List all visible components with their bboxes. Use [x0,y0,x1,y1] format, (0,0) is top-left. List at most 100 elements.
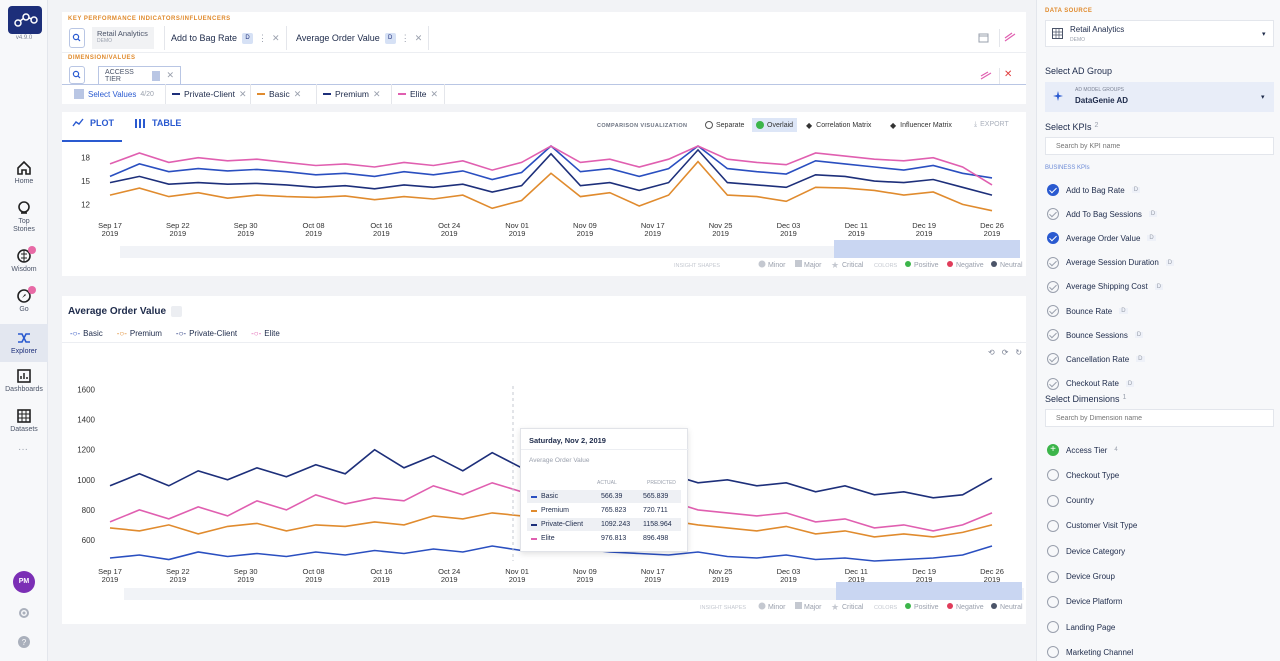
kpi-search-input[interactable] [1045,137,1274,155]
nav-top-stories[interactable]: Top Stories [0,200,48,240]
tab-plot[interactable]: PLOT [72,118,114,128]
kpi-option[interactable]: Bounce Rate D [1047,305,1128,317]
zoom-reset-icon[interactable]: ⟲ [988,348,995,357]
export-button[interactable]: ⤓ EXPORT [974,121,1009,129]
kpi-option[interactable]: Add To Bag Sessions D [1047,208,1158,221]
ad-group-select[interactable]: AD MODEL GROUPS DataGenie AD ▾ [1045,82,1274,112]
series-line-premium[interactable] [109,148,993,196]
clear-values-icon[interactable] [980,71,992,80]
kpi-option[interactable]: Cancellation Rate D [1047,353,1145,366]
dimension-search-input[interactable] [1045,409,1274,427]
overlaid-button[interactable]: Overlaid [752,118,798,132]
close-icon[interactable]: ✕ [373,88,381,99]
dimension-search-button[interactable] [69,66,85,84]
kpi-chip-add-to-bag[interactable]: Add to Bag Rate D ⋮ ✕ [164,26,287,50]
x-tick-year: 2019 [644,575,661,584]
value-chip-basic[interactable]: Basic ✕ [250,84,307,104]
nav-datasets[interactable]: Datasets [0,408,48,448]
kpi-option[interactable]: Average Shipping Cost D [1047,280,1164,293]
value-chip-elite[interactable]: Elite ✕ [391,84,446,104]
select-values-label: Select Values [88,89,137,99]
x-tick-label: Dec 11 [845,567,868,576]
dimension-option[interactable]: Marketing Channel [1047,646,1133,659]
drag-handle-icon[interactable]: ⋮ [258,32,268,43]
anomaly-legend-label: COLORS [874,605,898,611]
correlation-matrix-button[interactable]: ◆ Correlation Matrix [806,121,871,130]
close-icon[interactable]: ✕ [272,32,280,43]
kpi-option-label: Checkout Rate [1066,379,1119,389]
range-navigator[interactable] [124,588,1024,600]
legend-item-basic[interactable]: -○- Basic [70,329,103,338]
x-tick-label: Dec 26 [980,567,1004,576]
remove-dimension-icon[interactable]: ✕ [1004,69,1013,80]
close-icon[interactable]: ✕ [293,88,302,99]
legend-item-premium[interactable]: -○- Premium [116,329,162,338]
dimension-option[interactable]: Customer Visit Type [1047,519,1137,532]
zoom-in-icon[interactable]: ⟳ [1001,348,1009,357]
kpi-option[interactable]: Add to Bag Rate D [1047,184,1141,196]
kpi-option[interactable]: Bounce Sessions D [1047,329,1144,342]
radio-icon [705,121,713,129]
clear-filter-icon[interactable] [1004,32,1016,43]
kpi-option[interactable]: Checkout Rate D [1047,377,1135,390]
x-tick-label: Sep 30 [234,567,258,576]
separate-button[interactable]: Separate [702,119,747,131]
close-icon[interactable]: ✕ [239,88,247,99]
influencer-matrix-button[interactable]: ◆ Influencer Matrix [890,121,952,130]
major-shape-icon [795,260,802,267]
legend-label: Private-Client [189,329,238,338]
tab-table[interactable]: TABLE [134,118,181,128]
nav-wisdom[interactable]: Wisdom [0,246,48,288]
table-icon [1052,28,1063,39]
nav-explorer[interactable]: Explorer [0,324,48,362]
value-chip-premium[interactable]: Premium ✕ [316,84,387,104]
close-icon[interactable]: ✕ [430,88,439,99]
app-logo[interactable] [8,6,42,34]
dimension-option[interactable]: + Access Tier 4 [1047,444,1118,456]
dimension-option[interactable]: Device Category [1047,545,1125,558]
dimension-option[interactable]: Device Group [1047,570,1115,583]
y-tick-label: 18 [81,154,90,163]
close-icon[interactable]: ✕ [414,32,423,43]
kpi-option[interactable]: Average Order Value D [1047,232,1156,245]
series-line-basic[interactable] [109,160,993,212]
help-icon[interactable]: ? [17,635,31,649]
legend-item-private-client[interactable]: -○- Private-Client [175,329,238,338]
dimension-option[interactable]: Landing Page [1047,621,1115,634]
x-tick-year: 2019 [577,575,594,584]
calendar-icon[interactable] [978,32,989,43]
range-navigator[interactable] [120,246,1020,258]
value-chip-private-client[interactable]: Private-Client ✕ [165,84,253,104]
close-icon[interactable]: ✕ [166,70,174,80]
kpi-option-label: Bounce Rate [1066,306,1113,316]
datasource-chip-sub: DEMO [97,38,112,44]
user-avatar[interactable]: PM [13,571,35,593]
legend-item-elite[interactable]: -○- Elite [251,329,280,338]
nav-go[interactable]: Go [0,286,48,328]
kpi-option[interactable]: Average Session Duration D [1047,256,1175,269]
gear-icon[interactable] [17,606,31,620]
dimension-option[interactable]: Checkout Type [1047,469,1119,482]
search-stories-icon [18,201,30,214]
dimension-tab-access-tier[interactable]: ACCESS TIER ✕ [98,66,181,84]
kpi-section-header: KEY PERFORMANCE INDICATORS/INFLUENCERS [68,16,231,22]
nav-home[interactable]: Home [0,160,48,200]
refresh-icon[interactable]: ↻ [1015,348,1023,357]
dimension-option[interactable]: Device Platform [1047,595,1122,608]
range-selection[interactable] [834,240,1020,258]
nav-dashboards[interactable]: Dashboards [0,368,48,408]
dimension-option[interactable]: Country [1047,494,1094,507]
drag-handle-icon[interactable]: ⋮ [400,32,410,43]
anomaly-legend-label: INSIGHT SHAPES [674,263,720,269]
select-values-button[interactable]: Select Values 4/20 [74,89,154,99]
kpi-search-button[interactable] [69,28,85,48]
range-selection[interactable] [836,582,1022,600]
more-icon[interactable]: ··· [18,444,28,455]
dims-count: 1 [1122,394,1127,401]
data-source-select[interactable]: Retail Analytics DEMO ▾ [1045,20,1274,47]
x-tick-year: 2019 [509,575,526,584]
series-line-elite[interactable] [109,145,993,186]
x-tick-year: 2019 [780,575,797,584]
kpi-chip-aov[interactable]: Average Order Value D ⋮ ✕ [290,26,430,50]
